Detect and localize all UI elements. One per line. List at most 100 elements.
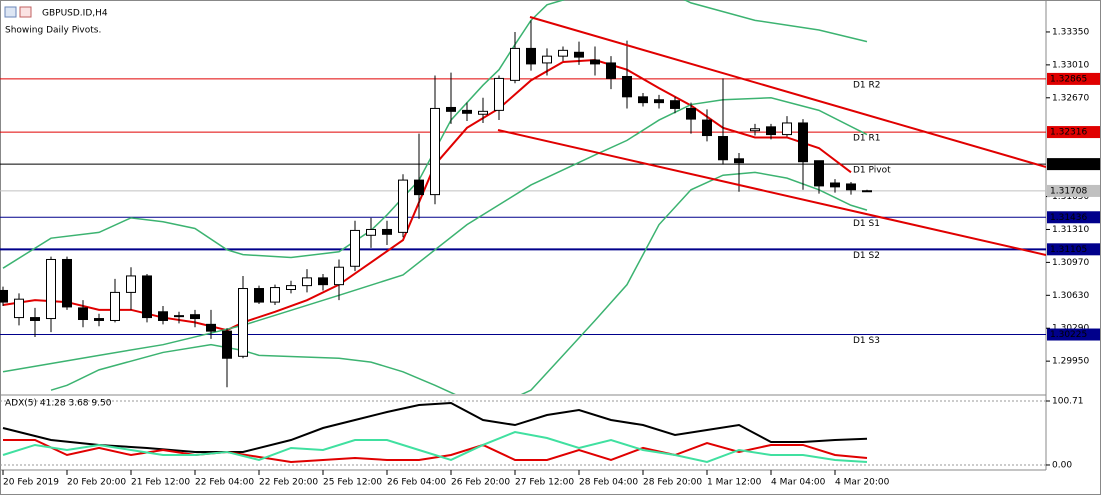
candle-body <box>750 128 760 132</box>
candle-body <box>382 228 392 235</box>
candle-body <box>0 289 8 303</box>
price-box-label: 1.31708 <box>1050 186 1087 196</box>
candle-body <box>862 190 872 193</box>
candle-body <box>30 317 40 321</box>
candle-body <box>478 110 488 115</box>
y-tick-label: 0.00 <box>1052 460 1072 470</box>
x-tick-label: 26 Feb 04:00 <box>387 478 446 488</box>
price-box-label: 1.32316 <box>1050 128 1087 138</box>
candle-body <box>286 285 296 290</box>
main-plot <box>0 0 1046 394</box>
price-box <box>1047 126 1100 139</box>
y-tick-label: 1.30970 <box>1052 258 1089 268</box>
candle-body <box>686 107 696 120</box>
candle-body <box>494 77 504 111</box>
y-tick-label: 1.32670 <box>1052 93 1089 103</box>
candle-body <box>158 311 168 321</box>
candle-body <box>318 277 328 286</box>
candle-body <box>94 318 104 321</box>
x-tick-label: 4 Mar 20:00 <box>835 478 890 488</box>
trendlines <box>497 16 1046 256</box>
candle-body <box>302 277 312 287</box>
adx-line <box>2 430 868 464</box>
price-box <box>1047 211 1100 224</box>
y-tick-label: 1.30630 <box>1052 291 1089 301</box>
pivot-label: D1 R2 <box>853 80 881 90</box>
candle-body <box>222 330 232 359</box>
candle-body <box>670 100 680 109</box>
candle-body <box>126 275 136 293</box>
price-box-label: 1.32865 <box>1050 74 1087 84</box>
candle-body <box>510 47 520 81</box>
x-tick-label: 25 Feb 12:00 <box>323 478 382 488</box>
price-box-label: 1.31105 <box>1050 245 1087 255</box>
candle-body <box>654 99 664 104</box>
trendline <box>529 16 1046 168</box>
pivot-label: D1 R1 <box>853 134 881 144</box>
candle-body <box>446 106 456 112</box>
x-tick-label: 20 Feb 2019 <box>3 478 59 488</box>
indicator-line <box>50 171 868 394</box>
candle-body <box>542 55 552 64</box>
price-box-label: 1.31436 <box>1050 213 1087 223</box>
y-tick-label: 1.31310 <box>1052 225 1089 235</box>
x-tick-label: 27 Feb 12:00 <box>515 478 574 488</box>
candle-body <box>334 266 344 286</box>
price-box <box>1047 328 1100 341</box>
x-tick-label: 28 Feb 20:00 <box>643 478 702 488</box>
candle-body <box>718 136 728 161</box>
candle-body <box>78 307 88 321</box>
y-tick-label: 100.71 <box>1052 397 1084 407</box>
price-box <box>1047 243 1100 256</box>
pivot-label: D1 S2 <box>853 251 880 261</box>
y-tick-label: 1.29950 <box>1052 357 1089 367</box>
x-tick-label: 22 Feb 04:00 <box>195 478 254 488</box>
candle-body <box>190 314 200 320</box>
adx-plot <box>0 400 1046 466</box>
y-tick-label: 1.33350 <box>1052 27 1089 37</box>
candle-body <box>398 179 408 233</box>
price-box <box>1047 184 1100 197</box>
candle-body <box>462 109 472 114</box>
adx-line <box>2 401 868 453</box>
indicator-line <box>2 97 868 373</box>
candle-body <box>830 182 840 188</box>
candle-body <box>46 258 56 320</box>
chart-title: GBPUSD.ID,H4 <box>42 9 108 19</box>
chart-subtitle: Showing Daily Pivots. <box>5 26 101 36</box>
candle-body <box>430 107 440 196</box>
candle-body <box>270 287 280 303</box>
y-tick-label: 1.31650 <box>1052 192 1089 202</box>
candle-body <box>14 298 24 319</box>
pivot-label: D1 Pivot <box>853 166 891 176</box>
candle-body <box>350 229 360 267</box>
candle-body <box>846 183 856 191</box>
price-box-label: 1.30225 <box>1050 330 1087 340</box>
symbol-icon <box>19 6 32 18</box>
trendline <box>497 129 1046 256</box>
candle-body <box>414 179 424 196</box>
candle-body <box>574 51 584 58</box>
candle-body <box>782 122 792 136</box>
candle-body <box>174 315 184 318</box>
x-tick-label: 28 Feb 04:00 <box>579 478 638 488</box>
candle-body <box>526 47 536 65</box>
candle-body <box>558 49 568 57</box>
candle-body <box>238 288 248 357</box>
candle-body <box>254 288 264 303</box>
x-tick-label: 4 Mar 04:00 <box>771 478 826 488</box>
symbol-icon <box>4 6 17 18</box>
x-tick-label: 1 Mar 12:00 <box>707 478 762 488</box>
candle-body <box>622 75 632 98</box>
candle-body <box>206 323 216 332</box>
x-tick-label: 26 Feb 20:00 <box>451 478 510 488</box>
candle-body <box>606 62 616 79</box>
candle-body <box>798 122 808 163</box>
x-tick-label: 21 Feb 12:00 <box>131 478 190 488</box>
adx-title: ADX(5) 41.28 3.68 9.50 <box>5 399 112 409</box>
price-box <box>1047 158 1100 171</box>
x-tick-label: 22 Feb 20:00 <box>259 478 318 488</box>
candle-body <box>702 119 712 137</box>
candle-body <box>638 96 648 104</box>
